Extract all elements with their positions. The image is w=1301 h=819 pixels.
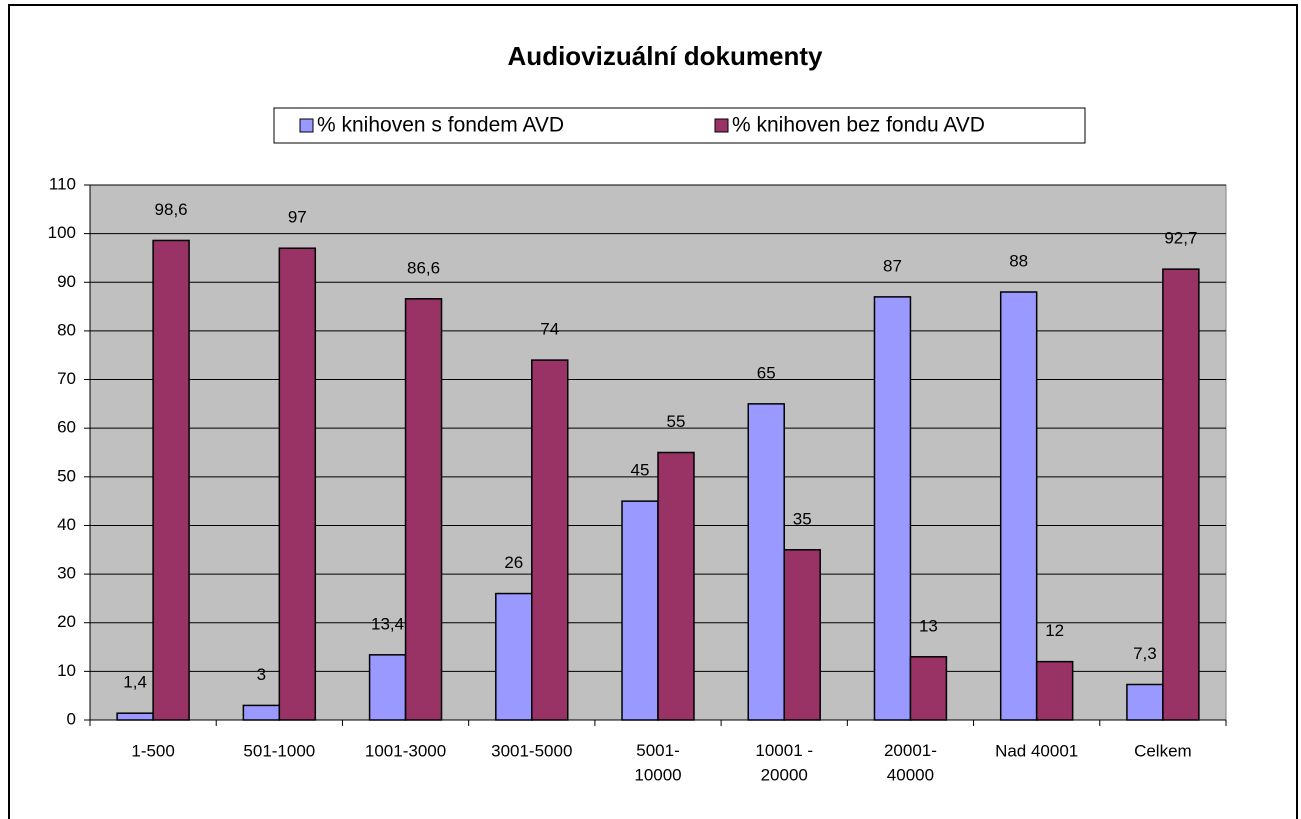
value-label: 35 [793,509,812,528]
bar [873,296,912,721]
y-tick-label: 0 [67,709,76,728]
value-label: 45 [631,461,650,480]
y-tick-label: 30 [57,564,76,583]
x-tick-label: 10001 -20000 [755,741,813,785]
legend-label: % knihoven bez fondu AVD [732,114,985,137]
value-label: 13 [919,616,938,635]
x-tick-label: 3001-5000 [491,741,572,760]
value-label: 92,7 [1164,229,1197,248]
bar [495,592,533,721]
y-tick-label: 110 [49,174,76,193]
y-tick-label: 40 [57,515,76,534]
value-label: 26 [504,553,523,572]
bar [999,291,1038,721]
bar [152,239,190,721]
legend-swatch [299,118,314,133]
y-tick-label: 20 [57,612,76,631]
value-label: 88 [1009,251,1028,270]
bar [909,656,948,721]
x-tick-label: Celkem [1134,741,1192,760]
value-label: 74 [540,320,559,339]
x-tick-label: 1-500 [131,741,174,760]
y-tick-label: 10 [57,661,76,680]
legend-swatch [714,118,729,133]
y-tick-label: 70 [57,369,76,388]
y-tick-label: 60 [57,418,76,437]
bar [657,451,695,721]
x-tick-label: Nad 40001 [995,741,1078,760]
x-tick-label: 501-1000 [243,741,315,760]
value-label: 98,6 [155,200,188,219]
value-label: 65 [757,363,776,382]
y-tick-label: 50 [57,466,76,485]
y-tick-label: 90 [57,272,76,291]
bar [747,403,785,721]
value-label: 12 [1045,621,1064,640]
x-tick-label: 1001-3000 [365,741,446,760]
value-label: 3 [257,665,266,684]
legend-label: % knihoven s fondem AVD [317,114,564,137]
x-tick-label: 20001-40000 [884,741,937,785]
y-tick-label: 100 [48,223,76,242]
bar [621,500,659,721]
bar [404,298,443,721]
x-tick-label: 5001-10000 [634,741,681,785]
value-label: 13,4 [371,614,404,633]
y-tick-label: 80 [57,320,76,339]
value-label: 55 [667,412,686,431]
legend-box [273,107,1086,144]
value-label: 97 [288,208,307,227]
value-label: 86,6 [407,258,440,277]
bar [531,359,569,721]
value-label: 1,4 [123,673,147,692]
bar [783,549,821,721]
bar [1126,683,1164,721]
bar [1035,660,1074,721]
value-label: 7,3 [1133,644,1157,663]
bar [1162,268,1200,721]
bar [278,247,317,721]
chart-title: Audiovizuální dokumenty [508,41,823,71]
value-label: 87 [883,256,902,275]
bar [368,654,407,721]
bar [116,712,154,721]
bar [242,704,281,721]
